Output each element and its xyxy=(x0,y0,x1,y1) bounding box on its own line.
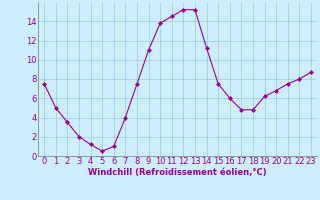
X-axis label: Windchill (Refroidissement éolien,°C): Windchill (Refroidissement éolien,°C) xyxy=(88,168,267,177)
